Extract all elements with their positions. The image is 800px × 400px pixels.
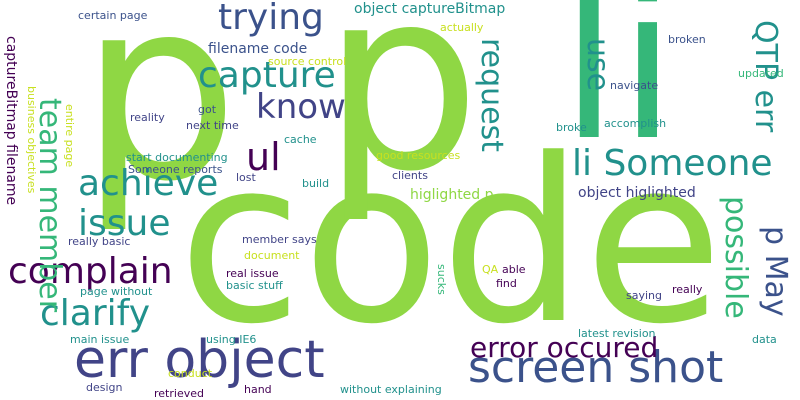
word-real-issue: real issue xyxy=(226,267,279,280)
word-object-higlighted: object higlighted xyxy=(578,185,696,201)
word-trying: trying xyxy=(218,0,324,38)
word-member-says: member says xyxy=(242,233,317,246)
word-complain: complain xyxy=(8,251,173,292)
word-filename-code: filename code xyxy=(208,41,308,57)
word-accomplish: accomplish xyxy=(604,117,667,130)
word-start-documenting: start documenting xyxy=(126,151,228,164)
word-conduct: conduct xyxy=(168,367,213,380)
word-use: use xyxy=(580,38,615,92)
word-code: code xyxy=(178,111,724,374)
word-request: request xyxy=(474,38,509,153)
word-capturebitmap-filename: captureBitmap filename xyxy=(3,36,19,206)
word-find: find xyxy=(496,277,517,290)
word-team-member: team member xyxy=(32,98,67,313)
word-achieve: achieve xyxy=(78,163,219,204)
word-basic-stuff: basic stuff xyxy=(226,279,283,292)
word-able: able xyxy=(502,263,526,276)
word-p-may: p May xyxy=(758,226,793,317)
word-know: know xyxy=(256,87,346,127)
word-really-basic: really basic xyxy=(68,235,131,248)
word-someone-reports: Someone reports xyxy=(128,163,223,176)
word-lost: lost xyxy=(236,171,256,184)
word-business-objectives: business objectives xyxy=(25,86,38,194)
word-ul: ul xyxy=(246,135,281,179)
word-without-explaining: without explaining xyxy=(340,383,442,396)
word-entire-page: entire page xyxy=(63,104,76,168)
word-screen-shot: screen shot xyxy=(468,342,724,393)
word-err-object: err object xyxy=(74,330,325,390)
word-saying: saying xyxy=(626,289,662,302)
word-main-issue: main issue xyxy=(70,333,130,346)
word-source-control: source control xyxy=(268,55,347,68)
word-p: p xyxy=(80,0,239,236)
word-li-someone: li Someone xyxy=(572,143,773,184)
word-clients: clients xyxy=(392,169,428,182)
word-error-occured: error occured xyxy=(470,331,659,364)
word-latest-revision: latest revision xyxy=(578,327,656,340)
word-page-without: page without xyxy=(80,285,153,298)
word-qtp-err: QTP err xyxy=(748,20,783,133)
word-got: got xyxy=(198,103,217,116)
word-actually: actually xyxy=(440,21,484,34)
word-possible: possible xyxy=(718,196,753,319)
word-object-capturebitmap: object captureBitmap xyxy=(354,1,506,17)
word-good-resources: good resources xyxy=(376,149,461,162)
word-broke: broke xyxy=(556,121,587,134)
word-really-second: really xyxy=(672,283,703,296)
word-broken: broken xyxy=(668,33,706,46)
word-p-second: p xyxy=(322,0,481,226)
word-navigate: navigate xyxy=(610,79,659,92)
word-issue: issue xyxy=(78,203,171,244)
word-next-time: next time xyxy=(186,119,239,132)
word-sucks: sucks xyxy=(435,264,448,295)
word-li: li xyxy=(560,0,677,187)
word-qa: QA xyxy=(482,263,499,276)
word-reality: reality xyxy=(130,111,165,124)
word-build: build xyxy=(302,177,330,190)
word-retrieved: retrieved xyxy=(154,387,204,400)
word-design: design xyxy=(86,381,123,394)
word-updated: updated xyxy=(738,67,784,80)
word-data: data xyxy=(752,333,777,346)
word-using-ie6: using IE6 xyxy=(206,333,257,346)
word-clarify: clarify xyxy=(40,293,151,334)
word-higlighted-p: higlighted p xyxy=(410,187,494,203)
word-capture: capture xyxy=(198,55,336,96)
word-certain-page: certain page xyxy=(78,9,148,22)
word-hand: hand xyxy=(244,383,272,396)
word-cache: cache xyxy=(284,133,317,146)
word-document: document xyxy=(244,249,300,262)
